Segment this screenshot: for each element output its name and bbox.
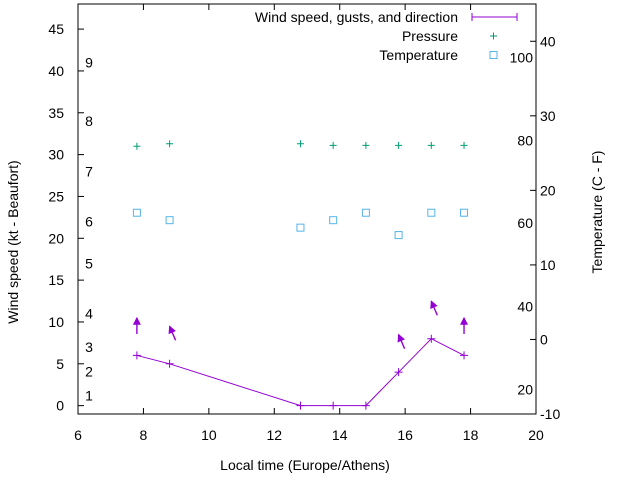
wind-speed-point [460,351,469,360]
pressure-point [329,141,337,149]
x-tick-label: 16 [397,427,413,443]
temperature-point [394,231,403,240]
y-tick-label: 35 [48,105,64,121]
plot-frame [77,3,537,415]
y2-tick-label: -10 [540,406,560,422]
y-tick-label: 15 [48,272,64,288]
fahrenheit-label: 40 [517,299,533,315]
pressure-point [362,141,370,149]
y2-axis-label: Temperature (C - F) [589,151,605,274]
x-tick-label: 14 [332,427,348,443]
wind-speed-point [361,401,370,410]
x-axis-label: Local time (Europe/Athens) [220,457,390,473]
temperature-point [296,223,305,232]
y2-tick-label: 0 [540,331,548,347]
pressure-point [460,141,468,149]
pressure-point [133,142,141,150]
fahrenheit-label: 20 [517,381,533,397]
y-axis-label: Wind speed (kt - Beaufort) [5,160,21,323]
y2-tick-label: 40 [540,33,556,49]
legend-swatch-temperature [489,51,498,59]
beaufort-label: 3 [85,339,93,355]
fahrenheit-label: 60 [517,215,533,231]
y-tick-label: 20 [48,230,64,246]
beaufort-label: 6 [85,214,93,230]
beaufort-label: 2 [85,363,93,379]
x-tick-label: 10 [201,427,217,443]
wind-speed-point [296,401,305,410]
wind-arrow-head [132,316,141,325]
x-tick-label: 8 [140,427,148,443]
legend-swatch-pressure [490,32,497,40]
wind-arrow-head [168,325,176,335]
temperature-point [427,208,436,217]
pressure-point [395,141,403,149]
beaufort-label: 1 [85,388,93,404]
x-tick-label: 6 [74,427,82,443]
wind-speed-point [427,334,436,343]
temperature-point [329,216,338,225]
wind-arrow-head [460,316,469,325]
wind-speed-point [165,359,174,368]
pressure-point [427,141,435,149]
temperature-point [132,208,141,217]
temperature-point [361,208,370,217]
legend-swatch-wind-caps [471,13,518,21]
beaufort-label: 7 [85,163,93,179]
beaufort-label: 5 [85,255,93,271]
temperature-point [460,208,469,217]
y-tick-label: 40 [48,63,64,79]
y-tick-label: 30 [48,147,64,163]
y-tick-label: 5 [56,356,64,372]
fahrenheit-label: 80 [517,132,533,148]
beaufort-label: 4 [85,306,93,322]
x-tick-label: 18 [463,427,479,443]
wind-arrow-head [397,333,405,343]
y-tick-label: 45 [48,21,64,37]
y2-tick-label: 10 [540,257,556,273]
data-marks-layer [132,140,469,410]
legend-label: Wind speed, gusts, and direction [255,9,458,25]
y-tick-label: 10 [48,314,64,330]
legend-label: Temperature [379,47,458,63]
x-tick-label: 20 [528,427,544,443]
y2-tick-label: 20 [540,182,556,198]
wind-speed-point [394,368,403,377]
fahrenheit-label: 100 [510,50,534,66]
chart-frame-layer [77,3,537,415]
wind-speed-line [136,338,465,407]
x-tick-label: 12 [266,427,282,443]
legend: Wind speed, gusts, and direction Pressure… [255,9,518,63]
pressure-point [166,140,174,148]
beaufort-label: 9 [85,55,93,71]
y-tick-label: 25 [48,188,64,204]
pressure-point [296,140,304,148]
y-tick-label: 0 [56,398,64,414]
beaufort-label: 8 [85,113,93,129]
y2-tick-label: 30 [540,108,556,124]
tick-labels-layer: 6 8 10 12 14 16 18 20051015202530354045-1001020… [48,21,560,443]
wind-arrow-head [430,300,438,309]
legend-label: Pressure [402,28,458,44]
wind-speed-point [132,351,141,360]
wind-speed-point [329,401,338,410]
temperature-point [165,216,174,225]
